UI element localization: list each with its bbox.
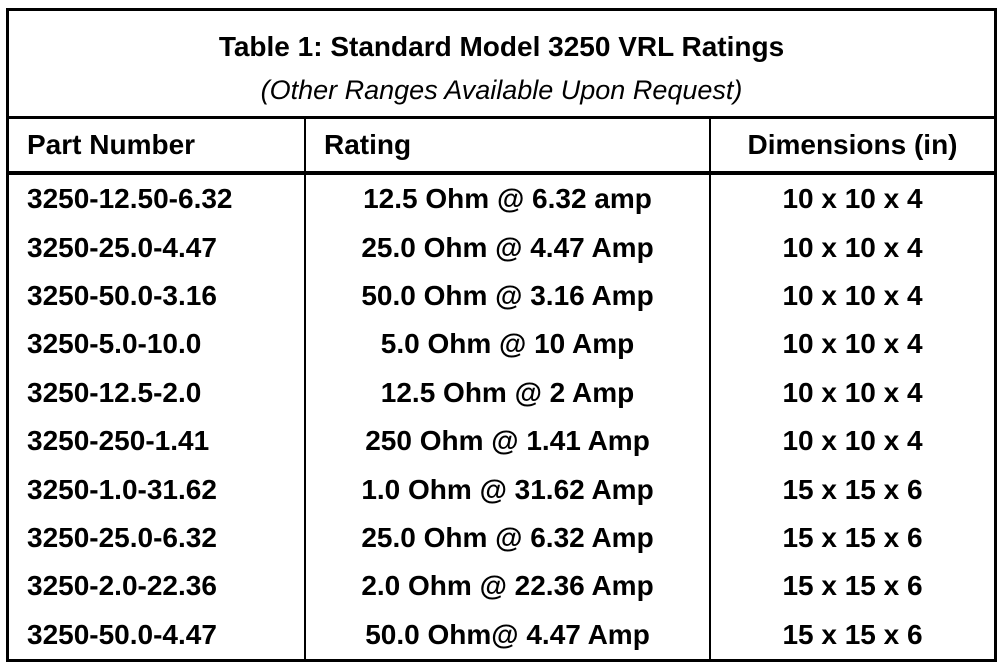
table-row: 3250-50.0-3.16 50.0 Ohm @ 3.16 Amp 10 x 10… xyxy=(9,271,994,321)
table-row: 3250-12.5-2.0 12.5 Ohm @ 2 Amp 10 x 10 x 4 xyxy=(9,368,994,417)
column-header: Dimensions (in) xyxy=(709,119,994,175)
table-cell: 15 x 15 x 6 xyxy=(709,610,994,659)
table-row: 3250-5.0-10.0 5.0 Ohm @ 10 Amp 10 x 10 x 4 xyxy=(9,320,994,369)
table-cell: 10 x 10 x 4 xyxy=(709,223,994,272)
table-cell: 50.0 Ohm @ 3.16 Amp xyxy=(304,271,710,321)
table-row: 3250-50.0-4.47 50.0 Ohm@ 4.47 Amp 15 x 15 … xyxy=(9,610,994,659)
table-frame: Table 1: Standard Model 3250 VRL Ratings… xyxy=(6,8,997,662)
table-cell: 12.5 Ohm @ 6.32 amp xyxy=(304,173,710,224)
table-cell: 25.0 Ohm @ 6.32 Amp xyxy=(304,513,710,563)
table-cell: 3250-50.0-3.16 xyxy=(27,279,217,311)
table-title: Table 1: Standard Model 3250 VRL Ratings xyxy=(218,31,785,62)
table-cell: 5.0 Ohm @ 10 Amp xyxy=(304,320,710,369)
table-cell: 3250-25.0-4.47 xyxy=(27,231,217,263)
table-cell: 3250-50.0-4.47 xyxy=(27,618,217,650)
table-body: 3250-12.50-6.32 12.5 Ohm @ 6.32 amp 10 x 1… xyxy=(9,173,994,659)
table-cell: 10 x 10 x 4 xyxy=(709,271,994,321)
column-header: Part Number xyxy=(9,119,305,175)
table-cell: 25.0 Ohm @ 4.47 Amp xyxy=(304,223,710,272)
table-cell: 12.5 Ohm @ 2 Amp xyxy=(304,368,710,417)
table-cell: 3250-250-1.41 xyxy=(27,425,210,457)
column-header: Rating xyxy=(304,119,710,175)
table-cell: 3250-25.0-6.32 xyxy=(27,521,217,553)
table-row: 3250-12.50-6.32 12.5 Ohm @ 6.32 amp 10 x 1… xyxy=(9,173,994,224)
table-row: 3250-25.0-6.32 25.0 Ohm @ 6.32 Amp 15 x 15… xyxy=(9,513,994,563)
table-cell: 50.0 Ohm@ 4.47 Amp xyxy=(304,610,710,659)
table-cell: 10 x 10 x 4 xyxy=(709,320,994,369)
table-cell: 3250-1.0-31.62 xyxy=(27,473,217,505)
table-header: Table 1: Standard Model 3250 VRL Ratings… xyxy=(9,11,994,119)
table-row: 3250-250-1.41 250 Ohm @ 1.41 Amp 10 x 10 x… xyxy=(9,416,994,466)
table-cell: 3250-2.0-22.36 xyxy=(27,570,217,602)
table-cell: 2.0 Ohm @ 22.36 Amp xyxy=(304,562,710,611)
table-cell: 250 Ohm @ 1.41 Amp xyxy=(304,416,710,466)
table-cell: 10 x 10 x 4 xyxy=(709,416,994,466)
table-row: 3250-25.0-4.47 25.0 Ohm @ 4.47 Amp 10 x 10… xyxy=(9,223,994,272)
table-cell: 3250-12.50-6.32 xyxy=(27,183,233,215)
header-row: Part Number Rating Dimensions (in) xyxy=(9,119,994,175)
table-cell: 3250-12.5-2.0 xyxy=(27,376,202,408)
table-row: 3250-1.0-31.62 1.0 Ohm @ 31.62 Amp 15 x 15… xyxy=(9,465,994,514)
table-cell: 10 x 10 x 4 xyxy=(709,173,994,224)
table-cell: 10 x 10 x 4 xyxy=(709,368,994,417)
table-cell: 3250-5.0-10.0 xyxy=(27,328,202,360)
table-row: 3250-2.0-22.36 2.0 Ohm @ 22.36 Amp 15 x 15… xyxy=(9,562,994,611)
table-subtitle: (Other Ranges Available Upon Request) xyxy=(260,75,743,105)
ratings-table: Part Number Rating Dimensions (in) 3250-12… xyxy=(9,119,994,659)
table-cell: 1.0 Ohm @ 31.62 Amp xyxy=(304,465,710,514)
table-cell: 15 x 15 x 6 xyxy=(709,562,994,611)
table-cell: 15 x 15 x 6 xyxy=(709,513,994,563)
table-cell: 15 x 15 x 6 xyxy=(709,465,994,514)
